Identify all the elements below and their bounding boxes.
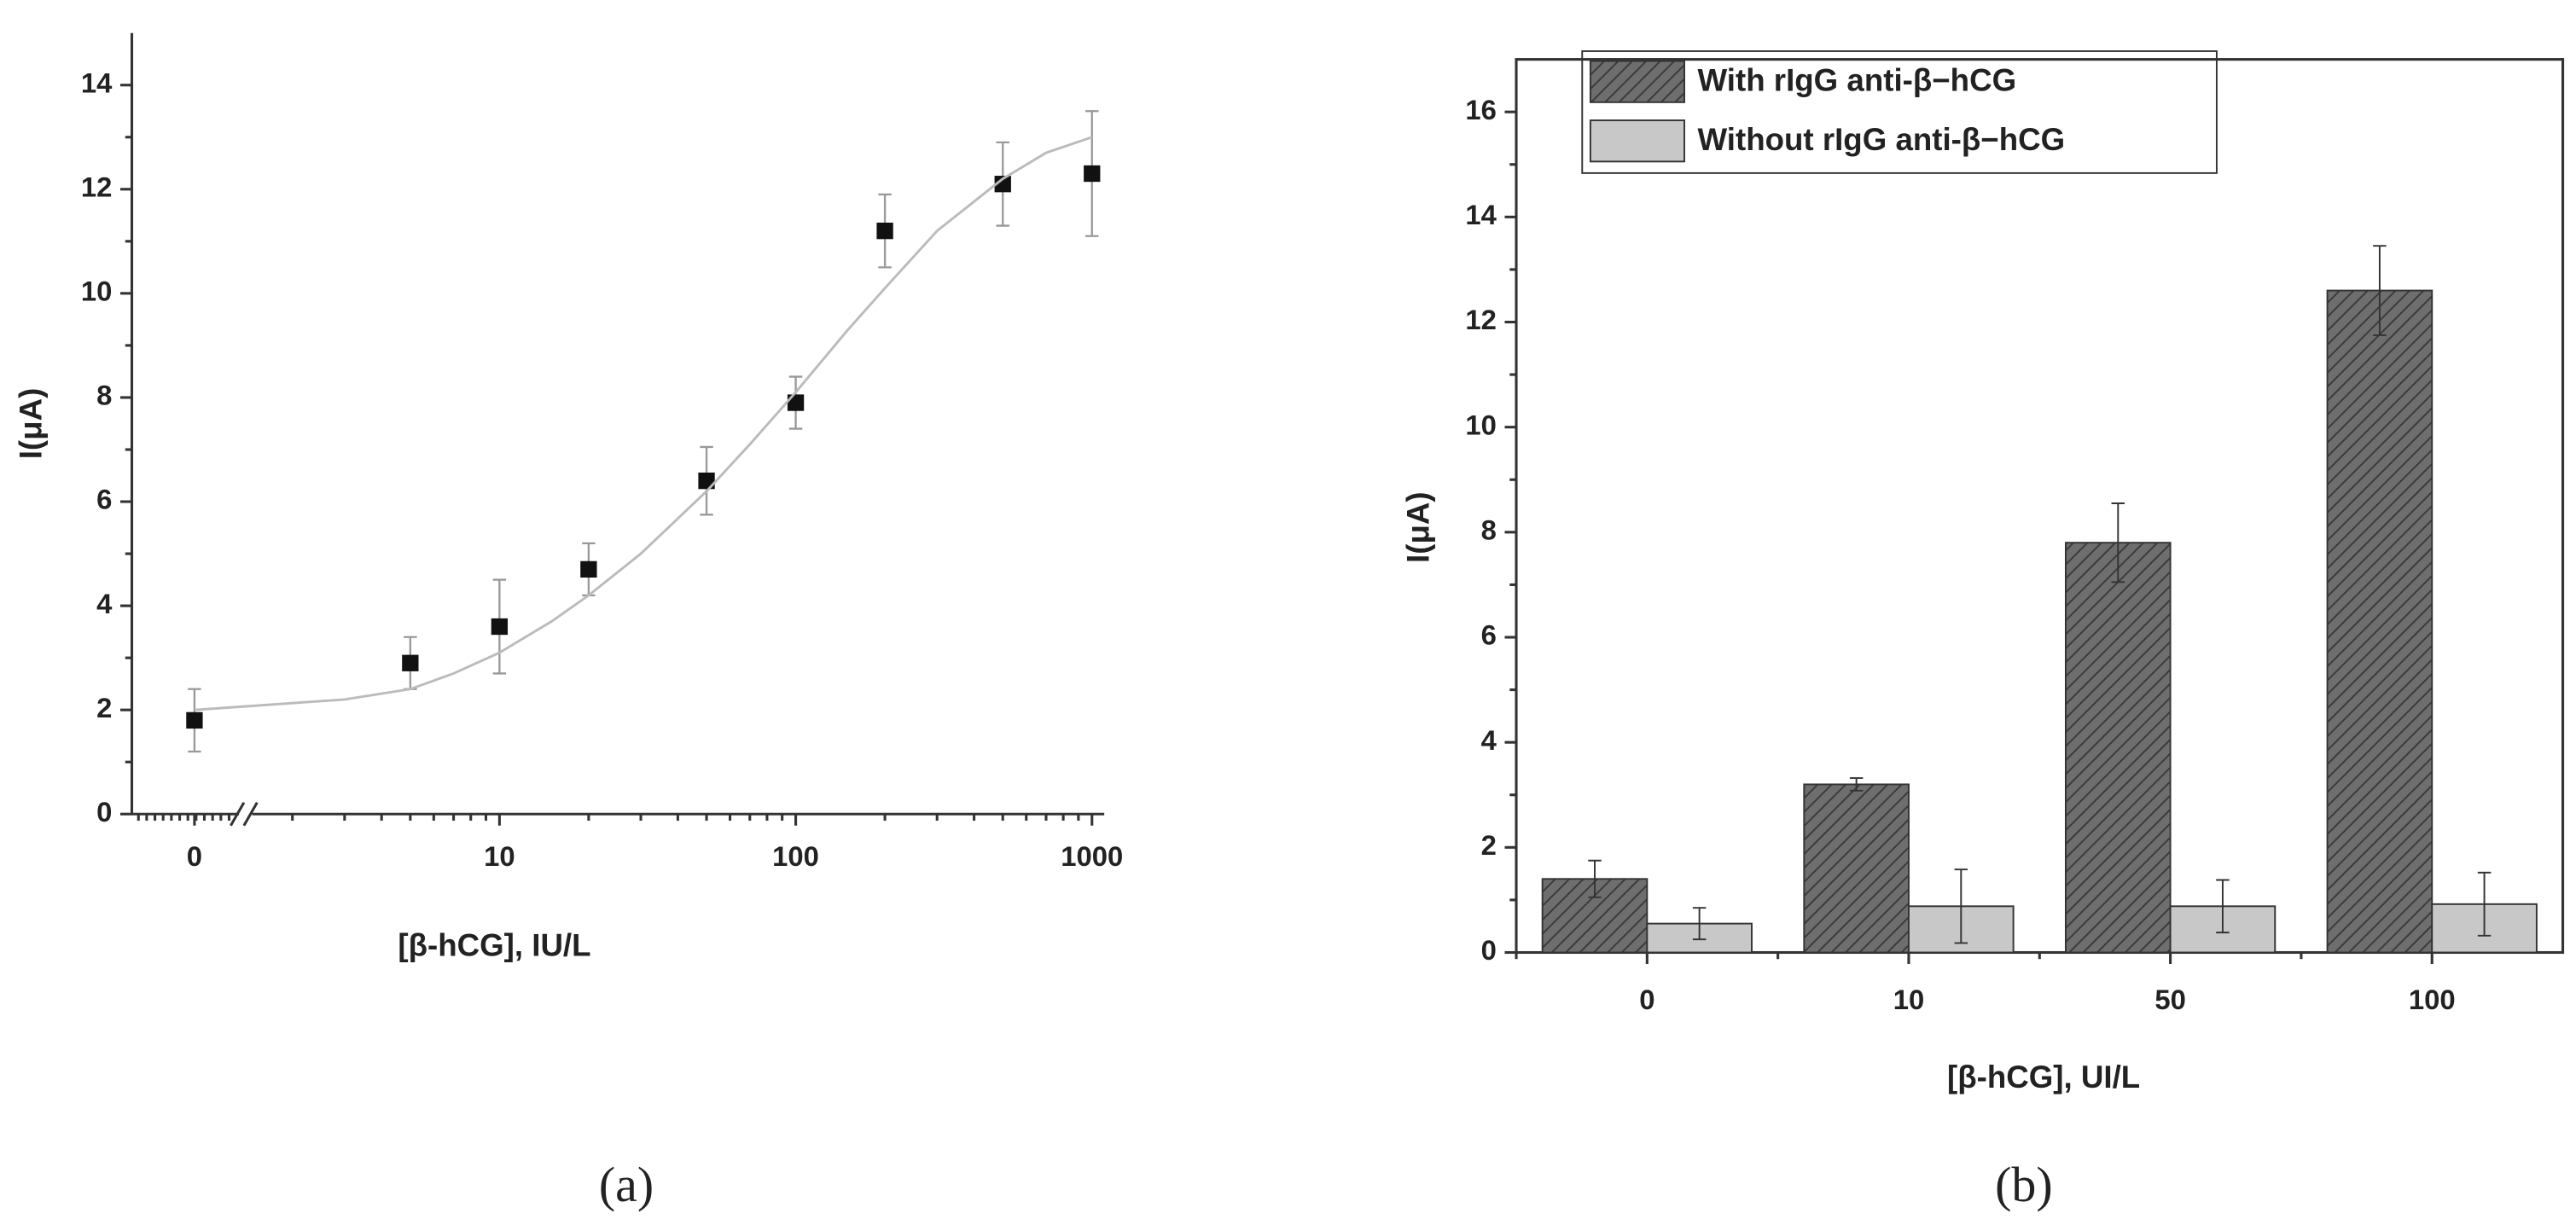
y-tick-label: 14 [81, 67, 113, 98]
y-tick-label: 2 [96, 692, 112, 723]
point [186, 711, 203, 729]
y-axis-label: I(μA) [1401, 491, 1436, 563]
x-tick-label: 0 [1639, 984, 1654, 1015]
fit-curve [194, 136, 1093, 711]
legend-label: With rIgG anti-β−hCG [1697, 62, 2016, 97]
point [491, 618, 509, 636]
legend-label: Without rIgG anti-β−hCG [1697, 122, 2065, 157]
y-tick-label: 14 [1465, 199, 1497, 230]
error-bar [2111, 502, 2125, 584]
error-bar [2373, 245, 2387, 336]
error-bar [1849, 777, 1864, 792]
x-tick-label: 1000 [1061, 840, 1123, 872]
point [1084, 165, 1101, 183]
x-tick-label: 10 [484, 840, 515, 872]
x-tick-label: 10 [1893, 984, 1925, 1015]
y-tick-label: 8 [96, 380, 112, 411]
point [787, 394, 805, 411]
bar [2064, 542, 2172, 954]
y-axis-label: I(μA) [13, 388, 48, 460]
legend-swatch [1589, 119, 1686, 163]
error-bar [2216, 879, 2230, 934]
y-tick-label: 4 [1481, 724, 1497, 756]
y-tick-label: 6 [96, 484, 112, 515]
bar [1803, 783, 1910, 954]
legend-box [1581, 49, 2218, 174]
legend-swatch [1589, 60, 1686, 103]
point [402, 654, 419, 671]
error-bar [2477, 871, 2492, 937]
y-tick-label: 0 [96, 796, 112, 827]
bar [2326, 289, 2434, 954]
error-bar [1588, 859, 1602, 898]
y-tick-label: 8 [1481, 514, 1497, 546]
point [994, 176, 1011, 193]
x-tick-label: 100 [772, 840, 819, 872]
axis-break [230, 801, 246, 827]
y-tick-label: 16 [1465, 94, 1497, 125]
y-tick-label: 0 [1481, 934, 1497, 966]
y-tick-label: 2 [1481, 829, 1497, 861]
x-axis-label: [β-hCG], UI/L [1947, 1060, 2140, 1095]
panel-label: (a) [599, 1157, 654, 1212]
y-tick-label: 6 [1481, 619, 1497, 651]
x-tick-label: 100 [2409, 984, 2456, 1015]
panel-label: (b) [1995, 1157, 2053, 1212]
point [698, 472, 715, 490]
y-tick-label: 10 [81, 276, 113, 307]
point [876, 222, 893, 240]
y-tick-label: 4 [96, 588, 113, 619]
error-bar [1692, 907, 1707, 941]
x-axis-label: [β-hCG], IU/L [398, 927, 590, 962]
x-tick-label: 50 [2154, 984, 2186, 1015]
error-bar [1954, 868, 1968, 944]
y-tick-label: 10 [1465, 409, 1497, 440]
point [580, 560, 597, 578]
x-tick-label: 0 [187, 840, 202, 872]
y-tick-label: 12 [1465, 304, 1497, 335]
axis-break [242, 801, 259, 827]
y-tick-label: 12 [81, 171, 113, 202]
